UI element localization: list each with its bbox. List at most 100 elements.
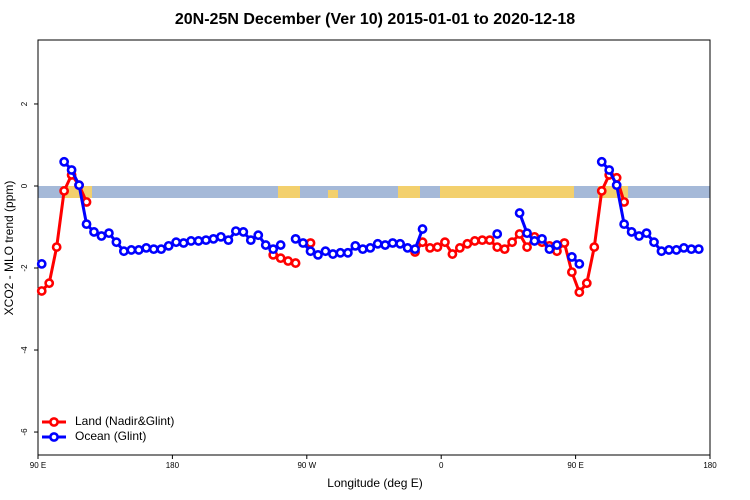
point [111,237,122,248]
point [514,208,525,218]
point [671,245,682,255]
legend-label: Ocean (Glint) [75,429,146,443]
point [283,256,294,266]
point [417,224,428,234]
x-tick-label: 180 [703,461,717,470]
legend-label: Land (Nadir&Glint) [75,414,174,428]
point [290,233,301,244]
point [223,235,234,246]
point [178,238,189,248]
point [581,278,592,289]
point [522,242,532,252]
legend-marker [49,432,59,442]
point [66,165,77,175]
point [59,156,70,167]
point [537,233,547,244]
point [402,243,413,253]
point [626,227,637,237]
point [74,180,84,191]
point [133,245,144,255]
point [201,235,211,246]
point [245,235,256,246]
point [51,242,62,252]
point [320,246,331,257]
point [313,249,323,260]
plot-frame [37,39,711,456]
point [36,259,47,269]
point [559,238,570,248]
point [484,235,495,246]
point [596,186,607,196]
x-tick-label: 90 W [297,461,316,470]
point [432,242,443,252]
point [126,245,137,255]
point [59,186,70,196]
point [529,236,540,246]
y-tick-label: 2 [20,101,29,106]
point [216,231,226,242]
point [634,231,644,241]
point [104,228,114,239]
point [380,240,391,250]
point [544,244,555,255]
point [335,247,346,258]
point [447,249,458,259]
point [163,240,174,251]
point [492,229,503,239]
point [328,249,338,259]
point [275,240,286,250]
point [641,228,652,239]
map-strip [38,186,710,198]
point [156,244,167,255]
point [425,243,435,253]
point [372,238,383,249]
point [566,267,577,278]
point [89,227,99,237]
y-axis-label: XCO2 - MLO trend (ppm) [2,181,16,316]
chart-title: 20N-25N December (Ver 10) 2015-01-01 to … [175,11,575,28]
point [649,237,659,248]
point [208,233,219,244]
point [81,219,92,230]
point [604,165,615,175]
x-tick-label: 90 E [30,461,46,470]
y-tick-label: -2 [20,264,29,272]
point [298,238,308,248]
point [44,278,55,289]
point [230,226,241,236]
point [589,242,600,252]
point [693,244,704,255]
y-tick-label: -6 [20,428,29,436]
point [148,244,159,255]
point [238,227,249,237]
point [566,252,577,262]
point [454,243,465,253]
legend: Land (Nadir&Glint)Ocean (Glint) [42,414,174,443]
point [611,180,622,191]
point [507,237,518,248]
point [96,231,107,241]
point [193,236,204,246]
point [552,240,562,250]
point [118,246,129,257]
point [469,236,480,246]
point [656,246,667,257]
point [686,244,697,255]
series [36,156,704,269]
point [36,286,47,296]
point [275,253,286,264]
point [387,238,398,248]
point [574,259,585,269]
point [305,238,316,248]
point [350,240,361,251]
point [253,230,264,241]
point [290,258,301,268]
y-tick-label: -4 [20,346,29,354]
point [678,243,689,253]
point [395,238,406,249]
point [492,242,503,252]
point [477,235,488,246]
point [268,244,279,255]
x-tick-label: 90 E [567,461,583,470]
